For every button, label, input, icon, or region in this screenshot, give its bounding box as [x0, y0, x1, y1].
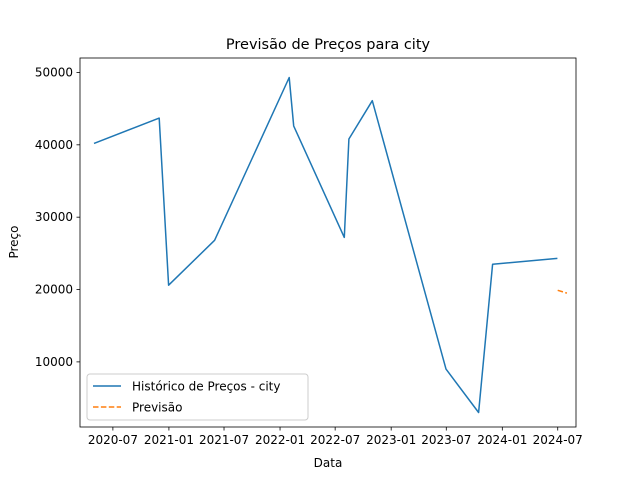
y-tick-label: 20000	[35, 283, 73, 297]
x-tick-label: 2024-01	[477, 433, 527, 447]
y-tick-label: 40000	[35, 138, 73, 152]
x-tick-label: 2020-07	[88, 433, 138, 447]
series-layer	[93, 76, 568, 414]
x-tick-label: 2024-07	[533, 433, 583, 447]
x-tick-label: 2021-01	[144, 433, 194, 447]
x-tick-label: 2023-07	[421, 433, 471, 447]
forecast-series-line	[557, 289, 568, 294]
y-tick-label: 10000	[35, 355, 73, 369]
x-tick-label: 2022-01	[255, 433, 305, 447]
y-tick-label: 50000	[35, 65, 73, 79]
y-axis-label: Preço	[7, 225, 21, 258]
x-axis-label: Data	[314, 456, 343, 470]
x-tick-label: 2021-07	[199, 433, 249, 447]
legend-forecast-label: Previsão	[132, 401, 182, 415]
plot-area	[79, 57, 577, 428]
legend-box	[86, 373, 309, 421]
y-tick-label: 30000	[35, 210, 73, 224]
chart-title: Previsão de Preços para city	[226, 37, 431, 53]
legend: Histórico de Preços - city Previsão	[86, 373, 309, 421]
history-series-line	[93, 76, 558, 414]
y-axis: 10000 20000 30000 40000 50000	[35, 65, 80, 369]
x-axis: 2020-07 2021-01 2021-07 2022-01 2022-07 2023-…	[88, 427, 583, 447]
plot-background	[80, 58, 576, 427]
legend-history-label: Histórico de Preços - city	[132, 380, 280, 394]
plot-frame	[79, 57, 577, 428]
x-tick-label: 2023-01	[366, 433, 416, 447]
x-tick-label: 2022-07	[310, 433, 360, 447]
